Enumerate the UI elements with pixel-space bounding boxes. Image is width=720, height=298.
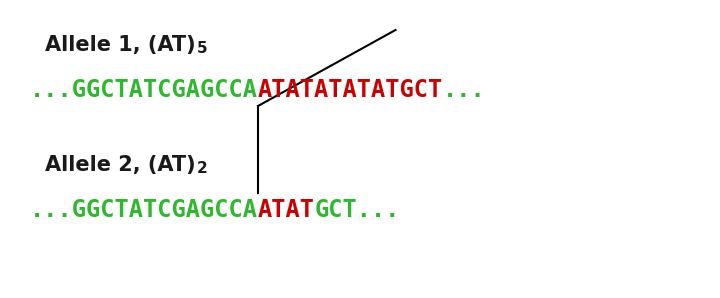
Text: ...GGCTATCGAGCCA: ...GGCTATCGAGCCA — [30, 198, 258, 222]
Text: ...: ... — [444, 78, 486, 102]
Text: 5: 5 — [197, 41, 207, 56]
Text: 2: 2 — [197, 161, 207, 176]
Text: Allele 1, (AT): Allele 1, (AT) — [45, 35, 196, 55]
Text: Allele 2, (AT): Allele 2, (AT) — [45, 155, 196, 175]
Text: ...GGCTATCGAGCCA: ...GGCTATCGAGCCA — [30, 78, 258, 102]
Text: GCT...: GCT... — [315, 198, 400, 222]
Text: ATAT: ATAT — [258, 198, 315, 222]
Text: ATATATATATGCT: ATATATATATGCT — [258, 78, 444, 102]
